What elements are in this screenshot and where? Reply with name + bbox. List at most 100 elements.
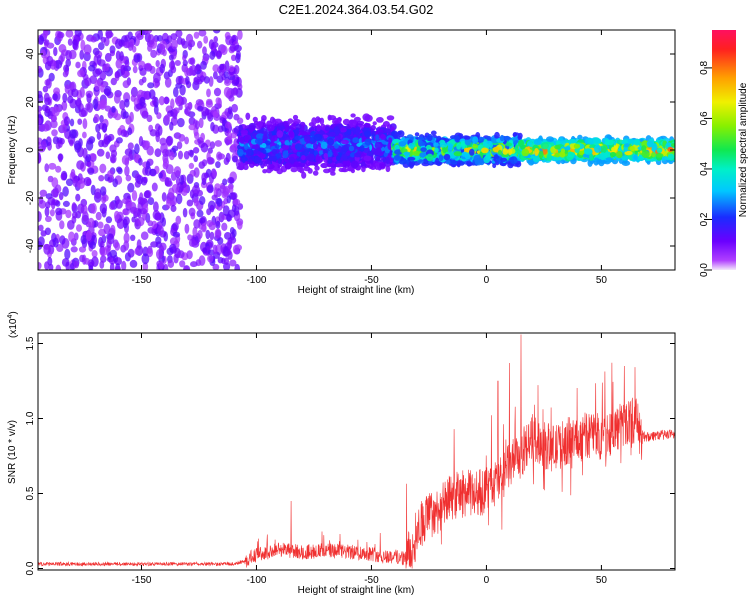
spectrogram-cell [104, 52, 112, 62]
spectrogram-cell [87, 217, 95, 228]
spectrogram-cell [172, 231, 181, 238]
spectrogram-cell [248, 158, 253, 164]
spectrogram-cell [101, 99, 108, 109]
spectrogram-cell [284, 162, 292, 170]
spectrogram-cell [69, 118, 75, 127]
spectrogram-cell [237, 220, 243, 230]
spectrogram-cell [189, 149, 194, 158]
spectrogram-cell [106, 239, 112, 249]
spectrogram-cell [126, 201, 133, 209]
spectrogram-cell [251, 144, 260, 150]
spectrogram-cell [174, 60, 181, 66]
spectrogram-cell [134, 180, 141, 188]
spectrogram-cell [77, 118, 83, 125]
spectrogram-cell [350, 113, 356, 118]
spectrogram-cell [58, 153, 63, 163]
spectrogram-cell [43, 92, 50, 102]
spectrogram-cell [180, 96, 187, 105]
spectrogram-cell [114, 210, 120, 221]
spectrogram-cell [376, 117, 384, 123]
spectrogram-cell [94, 79, 101, 91]
spectrogram-cell [179, 174, 185, 185]
spectrogram-cell [164, 114, 170, 121]
spectrogram-cell [356, 120, 365, 126]
spectrogram-cell [77, 203, 85, 214]
spectrogram-cell [350, 168, 355, 174]
spectrogram-cell [167, 259, 175, 268]
spectrogram-cell [62, 200, 70, 207]
spectrogram-cell [227, 209, 236, 218]
spectrogram-cell [155, 212, 162, 221]
spectrogram-cell [64, 84, 70, 94]
spectrogram-cell [100, 84, 105, 93]
spectrogram-cell [52, 237, 59, 248]
spectrogram-cell [358, 124, 365, 129]
spectrogram-cell [129, 111, 134, 123]
spectrogram-cell [209, 50, 216, 60]
spectrogram-cell [135, 30, 143, 38]
spectrogram-cell [227, 177, 235, 184]
spectrogram-cell [43, 243, 51, 250]
spectrogram-cell [127, 182, 135, 193]
spectrogram-cell [97, 30, 103, 40]
spectrogram-cell [185, 76, 190, 85]
spectrogram-cell [228, 65, 235, 73]
spectrogram-cell [119, 51, 124, 62]
spectrogram-cell [230, 192, 238, 201]
spectrogram-cell [38, 123, 44, 132]
spectrogram-cell [59, 138, 65, 145]
spectrogram-cell [327, 167, 336, 173]
spectrogram-cell [320, 141, 328, 149]
spectrogram-cell [122, 197, 130, 205]
spectrogram-cell [43, 30, 49, 38]
spectrogram-cell [497, 149, 502, 155]
spectrogram-cell [122, 208, 129, 216]
spectrogram-cell [360, 161, 367, 169]
spectrogram-cell [79, 49, 84, 60]
spectrogram-cell [183, 150, 190, 160]
spectrogram-cell [188, 65, 194, 76]
spectrogram-cell [327, 137, 335, 146]
spectrogram-cell [73, 260, 80, 269]
spectrogram-cell [230, 88, 239, 96]
spectrogram-cell [93, 113, 100, 123]
spectrogram-cell [215, 220, 221, 229]
spectrogram-cell [187, 42, 193, 51]
spectrogram-cell [124, 165, 130, 177]
spectrogram-cell [221, 257, 226, 264]
spectrogram-cell [168, 54, 174, 61]
spectrogram-cell [147, 227, 155, 234]
spectrogram-cell [142, 110, 149, 117]
spectrogram-cell [464, 138, 472, 146]
spectrogram-cell [206, 220, 213, 227]
spectrogram-cell [442, 147, 447, 154]
spectrogram-cell [65, 178, 74, 187]
spectrogram-cell [193, 31, 200, 39]
spectrogram-cell [315, 116, 321, 124]
spectrogram-cell [132, 65, 138, 74]
spectrogram-cell [96, 148, 105, 157]
spectrogram-cell [229, 259, 237, 267]
spectrogram-cell [79, 86, 85, 98]
spectrogram-cell [96, 131, 102, 140]
spectrogram-cell [55, 207, 63, 216]
spectrogram-cell [271, 135, 276, 144]
spectrogram-cell [138, 157, 143, 166]
spectrogram-cell [103, 223, 111, 235]
spectrogram-cell [237, 148, 244, 157]
spectrogram-cell [117, 167, 123, 175]
spectrogram-cell [136, 239, 142, 251]
spectrogram-cell [220, 45, 228, 56]
spectrogram-cell [173, 87, 179, 98]
spectrogram-cell [120, 129, 128, 137]
spectrogram-cell [211, 194, 218, 201]
spectrogram-cell [227, 239, 233, 250]
spectrogram-cell [157, 125, 163, 136]
spectrogram-cell [454, 135, 460, 143]
spectrogram-cell [127, 127, 133, 136]
spectrogram-cell [91, 250, 98, 258]
spectrogram-cell [139, 96, 146, 107]
spectrogram-cell [99, 246, 108, 257]
spectrogram-cell [89, 241, 96, 250]
